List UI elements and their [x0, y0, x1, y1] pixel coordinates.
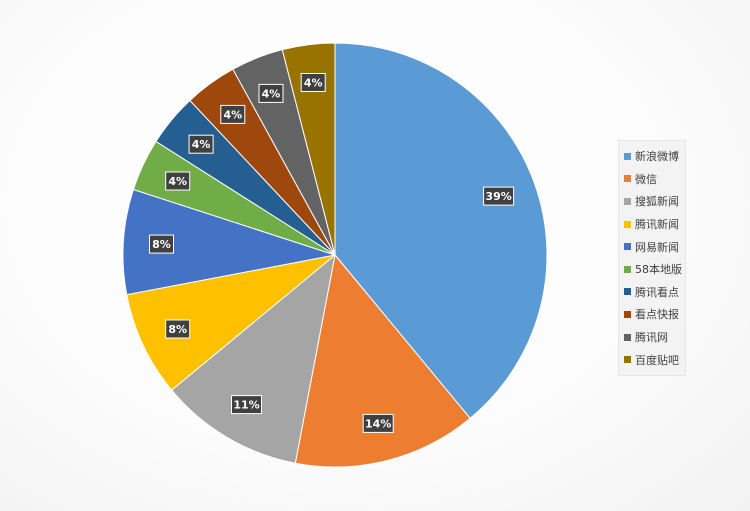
legend-item: 腾讯新闻: [624, 213, 685, 236]
legend-swatch: [624, 197, 631, 205]
legend-label: 腾讯网: [635, 331, 668, 345]
legend-swatch: [624, 175, 631, 183]
data-label: 11%: [231, 395, 262, 415]
data-label: 8%: [149, 234, 174, 254]
legend-swatch: [624, 288, 631, 296]
data-label: 4%: [258, 83, 284, 103]
svg-text:4%: 4%: [304, 77, 323, 90]
svg-text:11%: 11%: [233, 399, 259, 412]
legend-swatch: [624, 265, 631, 273]
pie-slice: [281, 42, 336, 256]
data-label: 4%: [188, 134, 214, 154]
legend-item: 58本地版: [624, 258, 685, 281]
svg-text:4%: 4%: [223, 108, 242, 121]
legend-swatch: [624, 220, 631, 228]
data-label: 4%: [165, 171, 191, 191]
legend-item: 看点快报: [624, 303, 685, 326]
legend-label: 百度贴吧: [635, 353, 679, 367]
svg-text:4%: 4%: [192, 138, 211, 151]
legend-item: 腾讯网: [624, 326, 685, 349]
pie-slice: [126, 254, 336, 391]
data-label: 39%: [483, 186, 515, 206]
data-label: 8%: [165, 319, 191, 339]
legend-item: 搜狐新闻: [624, 190, 685, 213]
svg-text:4%: 4%: [168, 175, 187, 188]
legend-swatch: [624, 333, 631, 341]
legend-item: 百度贴吧: [624, 348, 685, 371]
pie-slice: [294, 253, 471, 468]
legend-swatch: [624, 243, 631, 251]
legend-label: 看点快报: [635, 308, 679, 322]
legend-label: 腾讯新闻: [635, 218, 679, 232]
chart-legend: 新浪微博微信搜狐新闻腾讯新闻网易新闻 58本地版腾讯看点看点快报腾讯网百度贴吧: [618, 140, 686, 376]
legend-swatch: [624, 356, 631, 364]
data-label: 4%: [220, 104, 246, 124]
legend-item: 微信: [624, 168, 685, 191]
legend-label: 微信: [635, 172, 657, 186]
legend-label: 新浪微博: [635, 150, 679, 164]
svg-text:8%: 8%: [152, 238, 171, 251]
svg-text:39%: 39%: [485, 190, 511, 203]
legend-label: 腾讯看点: [635, 285, 679, 299]
svg-text:14%: 14%: [365, 417, 391, 430]
legend-label: 网易新闻: [635, 240, 679, 254]
legend-item: 网易新闻: [624, 235, 685, 258]
legend-swatch: [624, 152, 631, 160]
pie-slice: [334, 42, 548, 420]
data-label: 14%: [362, 413, 394, 433]
data-label: 4%: [300, 73, 326, 92]
legend-item: 腾讯看点: [624, 281, 685, 304]
legend-swatch: [624, 310, 631, 318]
pie-slice: [170, 253, 336, 464]
svg-text:4%: 4%: [262, 87, 281, 100]
legend-label: 58本地版: [635, 263, 682, 277]
svg-text:8%: 8%: [168, 323, 187, 336]
pie-slice: [122, 188, 336, 296]
legend-item: 新浪微博: [624, 145, 685, 168]
legend-label: 搜狐新闻: [635, 195, 679, 209]
